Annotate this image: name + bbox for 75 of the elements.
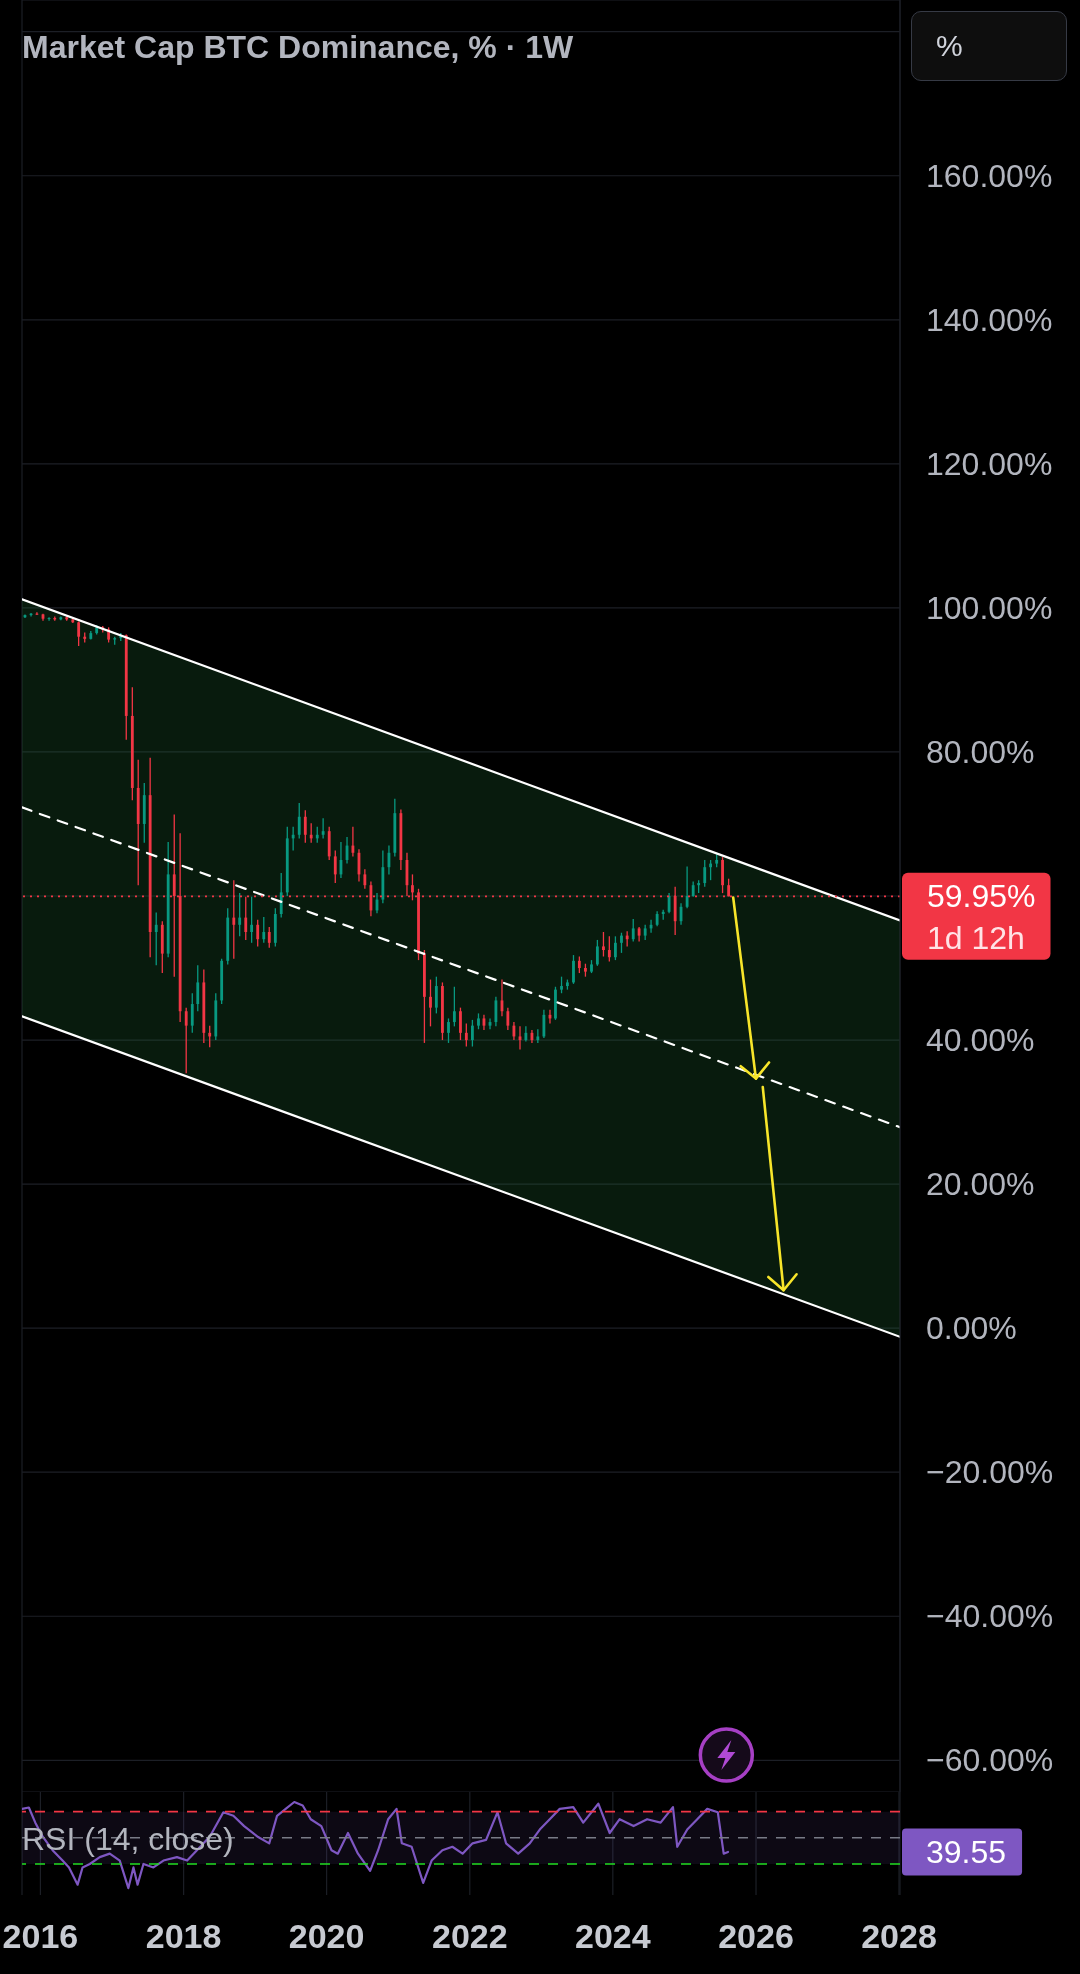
candlestick	[584, 963, 587, 978]
candlestick	[363, 868, 367, 890]
candlestick	[607, 935, 611, 963]
candlestick	[238, 892, 242, 937]
x-tick-label: 2026	[718, 1917, 794, 1955]
candlestick	[333, 849, 337, 884]
x-tick-label: 2020	[288, 1917, 365, 1955]
candlestick	[77, 620, 81, 647]
candlestick	[459, 1006, 462, 1041]
candlestick	[620, 932, 623, 954]
candlestick	[590, 959, 593, 974]
candlestick	[423, 949, 426, 1044]
candlestick	[351, 826, 355, 858]
candlestick	[631, 918, 635, 943]
text: 1d 12h	[927, 920, 1025, 957]
candlestick	[703, 859, 707, 888]
candlestick	[721, 856, 724, 894]
candlestick	[196, 964, 200, 1012]
y-tick-label: −40.00%	[926, 1598, 1054, 1635]
candlestick	[685, 865, 689, 909]
candlestick	[566, 978, 569, 991]
candlestick	[494, 996, 498, 1028]
candlestick	[154, 911, 158, 966]
candlestick	[291, 826, 295, 852]
candlestick	[572, 954, 575, 985]
candlestick	[434, 976, 438, 1015]
y-tick-label: 0.00%	[926, 1310, 1017, 1347]
x-tick-label: 2022	[431, 1917, 508, 1955]
y-tick-label: 120.00%	[926, 445, 1053, 482]
y-tick-label: 80.00%	[926, 733, 1035, 770]
y-tick-label: 20.00%	[926, 1166, 1035, 1203]
candlestick	[464, 1022, 468, 1048]
candlestick	[452, 986, 456, 1028]
candlestick	[602, 931, 605, 958]
x-tick-label: 2018	[145, 1917, 222, 1955]
ref-line-label: 59.95%	[927, 878, 1036, 915]
candlestick	[172, 813, 176, 978]
candlestick	[560, 976, 563, 994]
candlestick	[595, 939, 599, 967]
candlestick	[447, 1017, 450, 1044]
text: Market Cap BTC Dominance, % · 1W	[22, 28, 574, 66]
candlestick	[184, 1006, 188, 1074]
y-tick-label: 40.00%	[926, 1022, 1035, 1059]
y-tick-label: 140.00%	[926, 301, 1053, 338]
candlestick	[709, 859, 713, 881]
candlestick	[542, 1009, 546, 1039]
candlestick	[321, 817, 325, 840]
x-tick-label: 2024	[575, 1917, 651, 1955]
candlestick	[309, 822, 313, 844]
candlestick	[297, 802, 301, 840]
candlestick	[262, 916, 266, 944]
x-tick-label: 2028	[861, 1917, 937, 1955]
y-tick-label: 160.00%	[926, 157, 1053, 194]
y-tick-label: −60.00%	[926, 1742, 1054, 1779]
y-tick-label: 100.00%	[926, 589, 1053, 626]
candlestick	[244, 896, 248, 941]
candlestick	[411, 873, 414, 901]
candlestick	[613, 935, 617, 961]
candlestick	[429, 978, 432, 1028]
candlestick	[441, 981, 444, 1041]
candlestick	[506, 1006, 510, 1031]
candlestick	[554, 986, 557, 1021]
candlestick	[470, 1019, 474, 1048]
candlestick	[208, 1025, 212, 1048]
candlestick	[190, 992, 194, 1034]
candlestick	[477, 1012, 480, 1030]
candlestick	[250, 896, 254, 944]
candlestick	[267, 926, 271, 949]
x-tick-label: 2016	[2, 1917, 79, 1955]
candlestick	[279, 872, 283, 919]
y-tick-label: −20.00%	[926, 1454, 1054, 1491]
scale-button: %	[911, 11, 1067, 81]
candlestick	[303, 809, 307, 844]
candlestick	[256, 919, 260, 948]
text: 39.55	[926, 1833, 1007, 1870]
